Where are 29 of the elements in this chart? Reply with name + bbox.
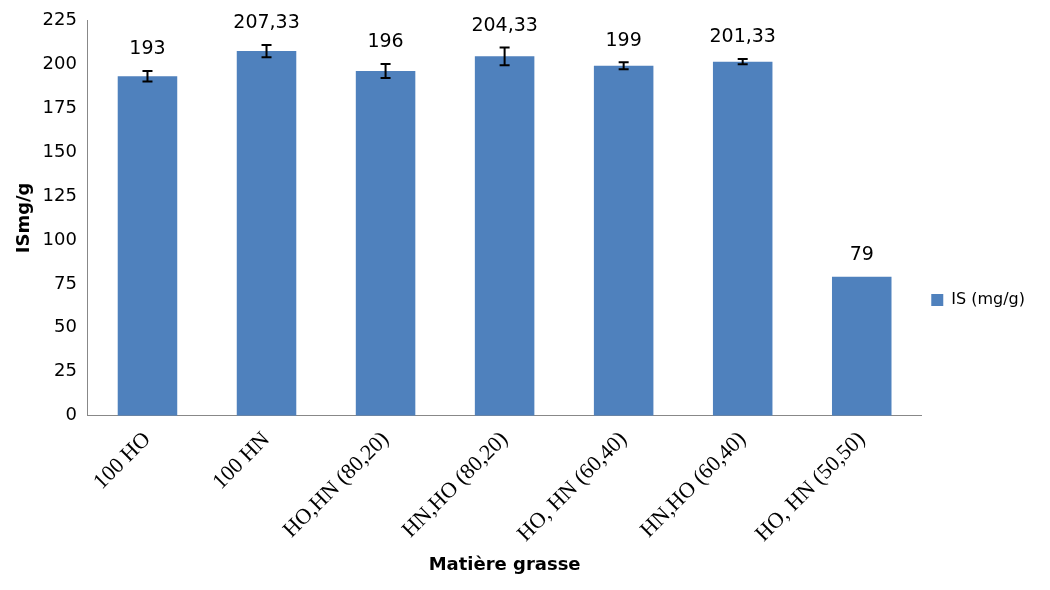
bar xyxy=(474,56,535,416)
y-tick-label: 50 xyxy=(54,315,77,337)
data-label: 196 xyxy=(367,29,404,52)
x-tick-label: 100 HN xyxy=(206,425,275,494)
data-label: 199 xyxy=(605,27,642,50)
data-label: 207,33 xyxy=(233,10,300,33)
y-tick-label: 225 xyxy=(42,7,77,29)
legend-label: IS (mg/g) xyxy=(951,289,1025,309)
y-tick-label: 25 xyxy=(54,359,77,381)
y-tick-label: 200 xyxy=(42,51,77,73)
bar xyxy=(831,276,892,416)
y-tick-label: 75 xyxy=(54,271,77,293)
bar xyxy=(117,76,178,416)
y-axis-title: ISmg/g xyxy=(12,182,34,254)
bar xyxy=(236,51,297,416)
x-tick-label: 100 HO xyxy=(87,426,156,494)
bar xyxy=(593,65,654,416)
data-label: 79 xyxy=(849,242,874,265)
x-axis-title: Matière grasse xyxy=(428,552,581,574)
data-label: 193 xyxy=(129,36,166,59)
bar xyxy=(712,61,773,416)
y-tick-label: 125 xyxy=(42,183,77,205)
y-tick-label: 0 xyxy=(65,403,77,425)
bar xyxy=(355,71,416,416)
y-tick-label: 150 xyxy=(42,139,77,161)
data-label: 204,33 xyxy=(471,13,538,35)
data-label: 201,33 xyxy=(709,24,776,47)
y-tick-label: 100 xyxy=(42,227,77,249)
y-tick-label: 175 xyxy=(42,95,77,117)
